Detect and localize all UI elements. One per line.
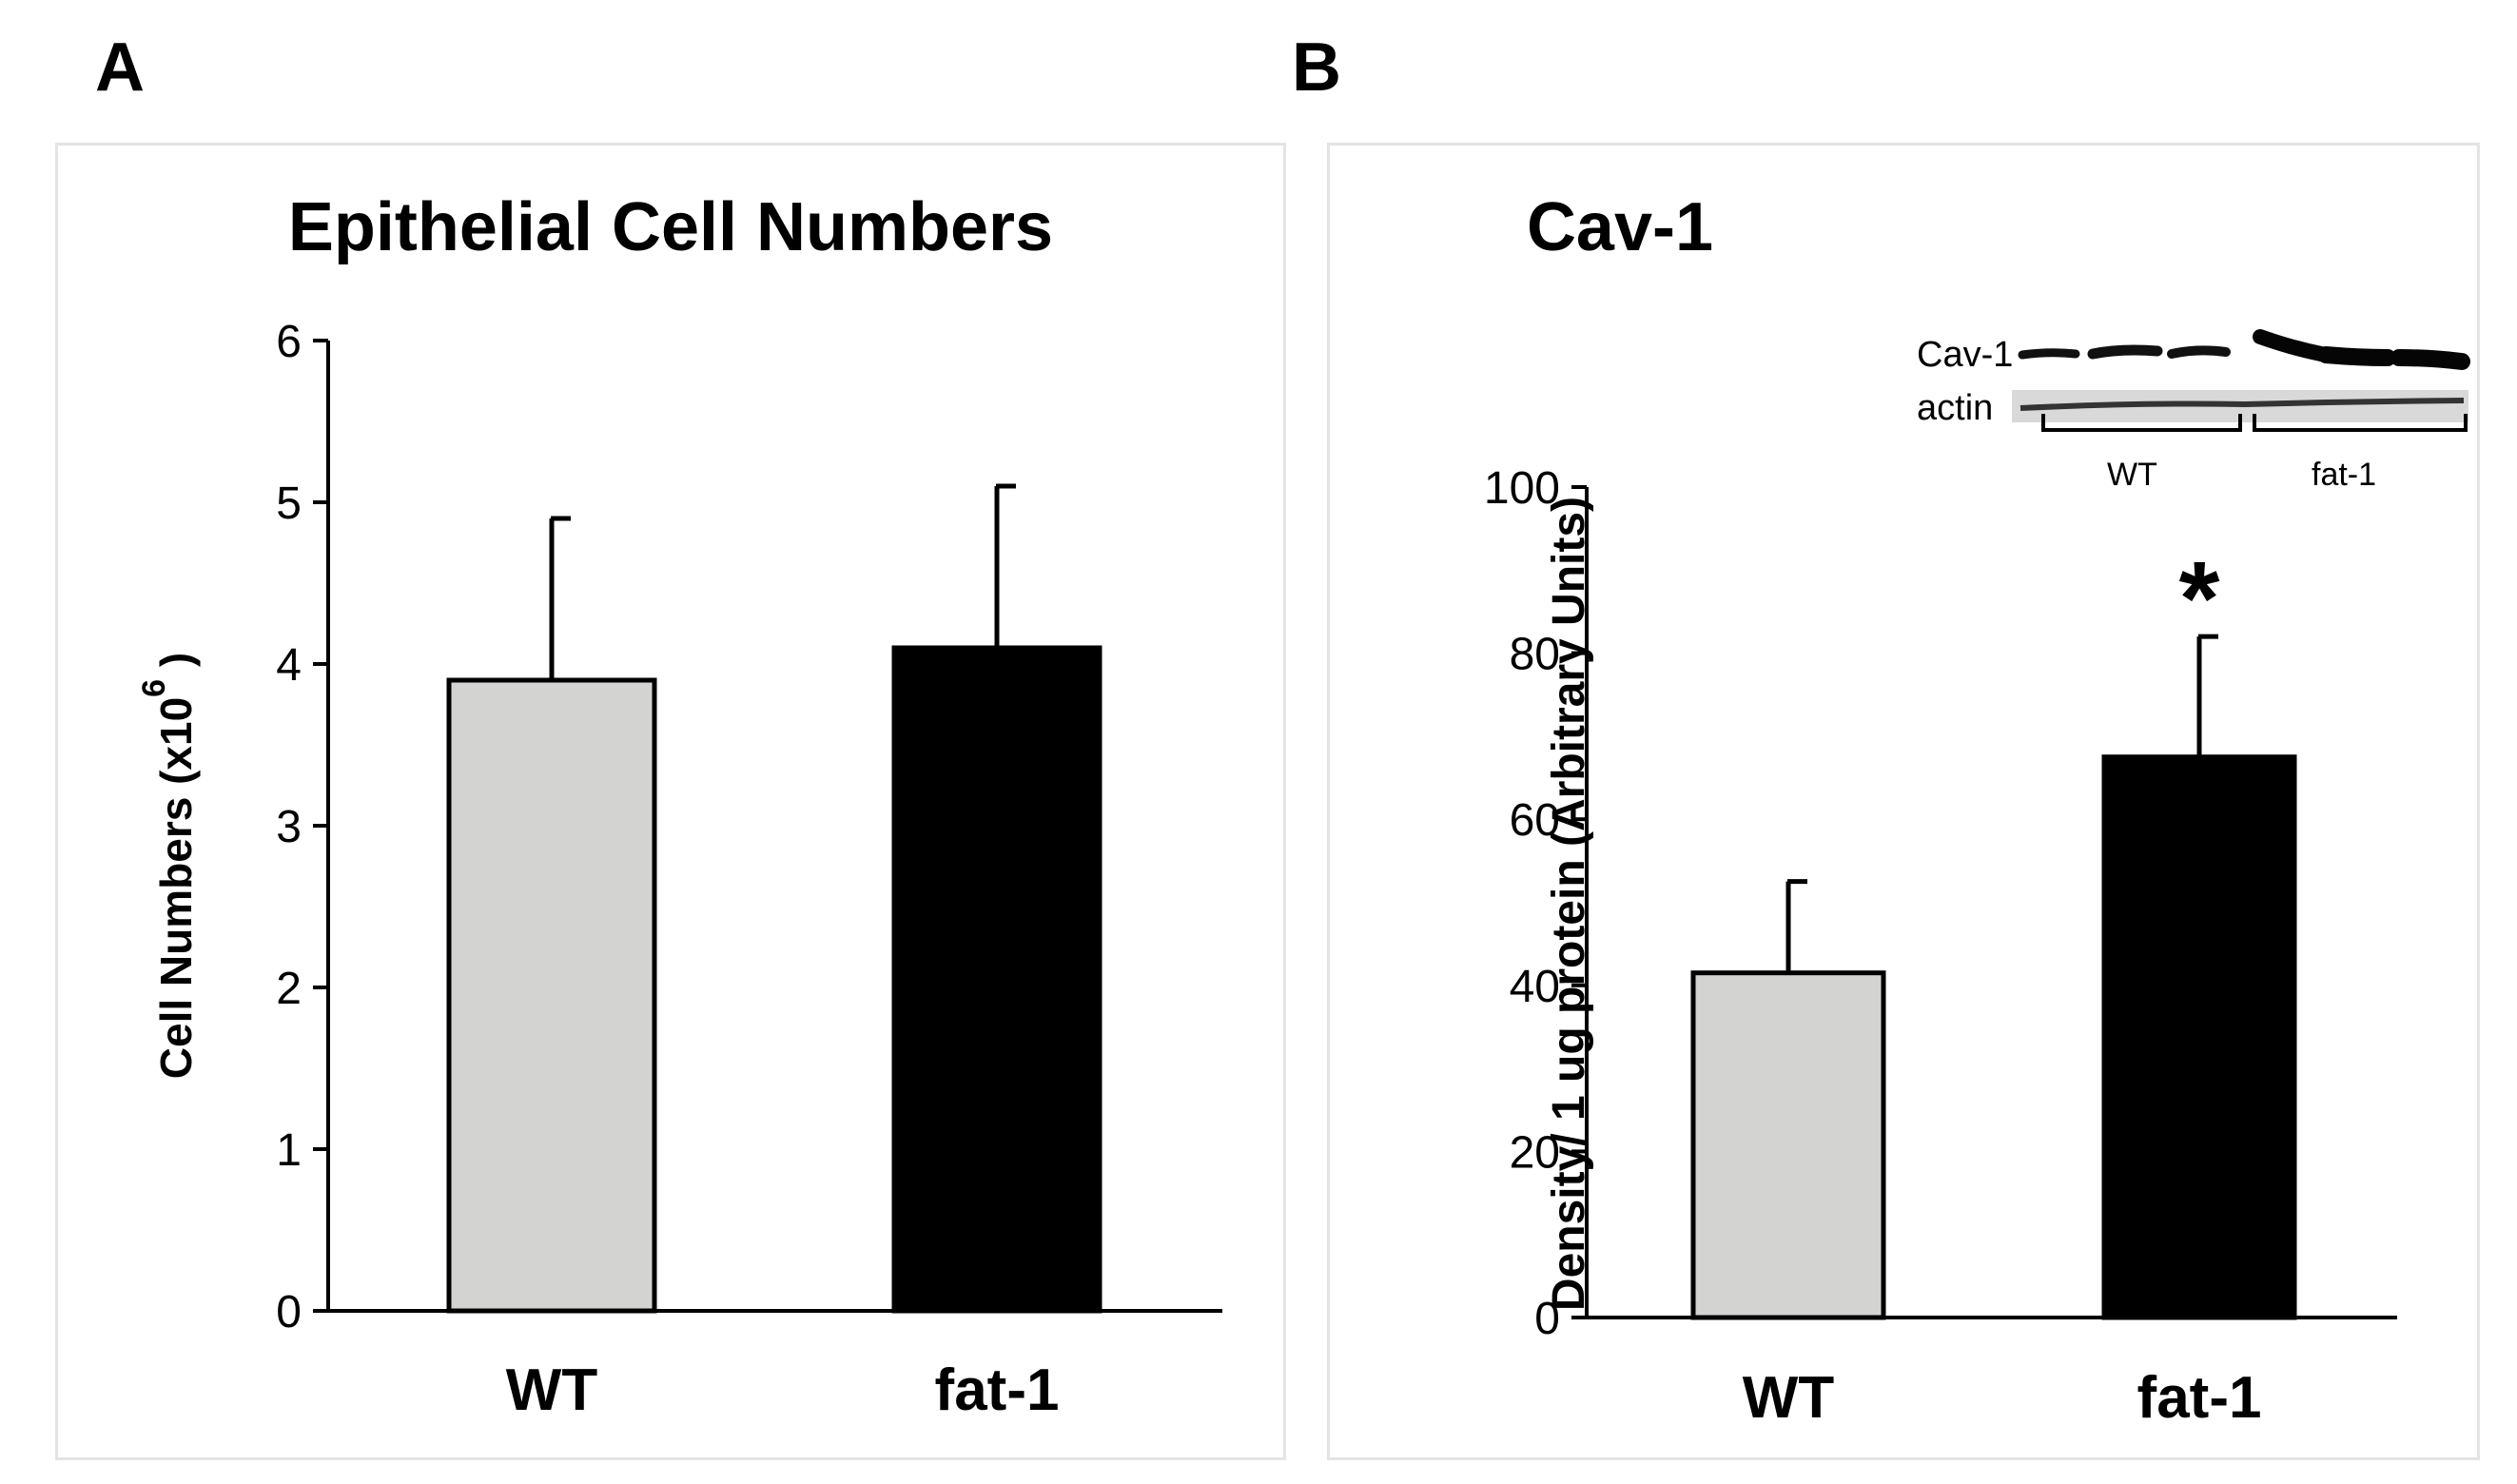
blot-band-cav1-fat3 [2390, 349, 2470, 370]
chart-a-category-label: fat-1 [935, 1357, 1060, 1423]
chart-b-bar-wt [1690, 970, 1886, 1320]
chart-b-y-tick-label: 60 [1510, 795, 1560, 846]
chart-b-y-tick-label: 100 [1484, 463, 1560, 514]
chart-a-y-tick-label: 3 [276, 802, 302, 852]
blot-bracket-wt [2041, 414, 2242, 432]
chart-b-y-tick-label: 80 [1510, 630, 1560, 680]
chart-a-y-tick-label: 2 [276, 964, 302, 1014]
chart-b-title: Cav-1 [1526, 189, 1714, 265]
chart-b-category-label: WT [1743, 1365, 1835, 1431]
blot-row-label-actin: actin [1917, 388, 1994, 428]
chart-a-title: Epithelial Cell Numbers [287, 189, 1054, 265]
chart-b-category-label: fat-1 [2137, 1365, 2262, 1431]
chart-a-plot: 0 1 2 3 4 5 6 WT fat-1 [276, 317, 1222, 1423]
blot-bracket-fat1 [2253, 414, 2468, 432]
panel-a-letter: A [95, 29, 145, 106]
blot-row-label-cav1: Cav-1 [1917, 335, 2014, 375]
blot-group-label-wt: WT [2107, 457, 2157, 493]
chart-a-bar-wt [446, 677, 657, 1314]
chart-b-significance-asterisk: * [2179, 540, 2220, 657]
chart-b-y-tick-label: 40 [1510, 962, 1560, 1012]
blot-band-actin [2019, 398, 2465, 411]
western-blot-inset [2012, 329, 2470, 432]
chart-a-y-tick-label: 0 [276, 1287, 302, 1338]
blot-band-cav1-fat1 [2253, 329, 2329, 361]
blot-band-cav1-wt1 [2018, 348, 2080, 360]
chart-a-y-tick-label: 6 [276, 317, 302, 367]
chart-b-bar-fat-1 [2101, 754, 2297, 1320]
blot-band-cav1-wt3 [2167, 345, 2231, 359]
chart-a-y-tick-label: 4 [276, 640, 302, 691]
chart-a-category-label: WT [506, 1357, 598, 1423]
blot-group-label-fat1: fat-1 [2312, 457, 2377, 493]
panel-b-letter: B [1292, 29, 1341, 106]
chart-b-y-tick-label: 20 [1510, 1127, 1560, 1178]
chart-a-bar-fat-1 [891, 645, 1102, 1314]
chart-b-y-tick-label: 0 [1534, 1294, 1560, 1344]
blot-band-cav1-fat2 [2317, 346, 2396, 366]
blot-band-cav1-wt2 [2087, 344, 2163, 360]
chart-a-y-tick-label: 5 [276, 478, 302, 529]
chart-a-y-tick-label: 1 [276, 1125, 302, 1176]
